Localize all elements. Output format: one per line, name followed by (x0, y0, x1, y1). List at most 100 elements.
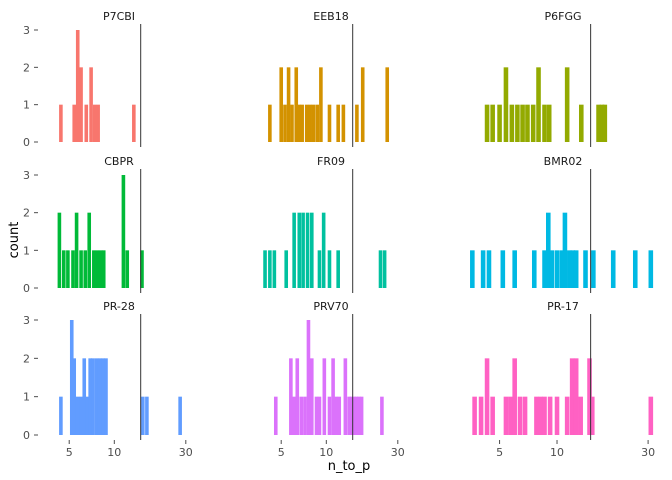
y-tick-label: 0 (23, 282, 30, 295)
histogram-bar (341, 104, 346, 142)
histogram-bar (484, 358, 490, 435)
histogram-bar (290, 104, 294, 142)
histogram-bar (569, 358, 575, 435)
histogram-bar (648, 396, 654, 435)
histogram-bar (382, 250, 387, 288)
y-tick-label: 1 (23, 99, 30, 112)
histogram-bar (554, 250, 560, 288)
facet-prv70: PRV70 5 10 30 (273, 300, 405, 459)
facet-pr-28: PR-28 0 1 2 3 5 10 30 (23, 300, 193, 459)
histogram-bar (546, 212, 551, 288)
histogram-bar (480, 250, 486, 288)
histogram-bar (79, 396, 83, 435)
y-tick-label: 3 (23, 314, 30, 327)
histogram-bar (327, 396, 332, 435)
histogram-bar (546, 104, 552, 142)
histogram-bar (311, 104, 316, 142)
histogram-bar (564, 67, 570, 142)
histogram-bar (380, 396, 384, 435)
y-tick-label: 0 (23, 136, 30, 149)
histogram-bar (59, 104, 63, 142)
histogram-bar (272, 250, 277, 288)
histogram-bar (292, 212, 296, 288)
histogram-bar (336, 104, 340, 142)
histogram-bar (478, 396, 484, 435)
histogram-bar (297, 104, 302, 142)
histogram-bar (509, 104, 515, 142)
histogram-bar (72, 358, 77, 435)
facet-eeb18: EEB18 (268, 10, 390, 147)
histogram-bar (96, 104, 100, 142)
histogram-bar (304, 104, 309, 142)
histogram-bar (125, 250, 130, 288)
histogram-bar (273, 396, 278, 435)
histogram-bar (583, 250, 588, 288)
histogram-bar (542, 250, 547, 288)
x-tick-label: 5 (278, 446, 285, 459)
histogram-bar (322, 358, 327, 435)
histogram-bar (95, 250, 100, 288)
histogram-bar (309, 358, 314, 435)
histogram-bar (596, 104, 601, 142)
histogram-bar (336, 250, 340, 288)
histogram-bar (66, 250, 70, 288)
histogram-bar (517, 396, 523, 435)
histogram-bar (297, 212, 302, 288)
histogram-bar (352, 396, 356, 435)
histogram-bar (385, 67, 390, 142)
histogram-bar (75, 396, 80, 435)
histogram-bar (378, 250, 383, 288)
histogram-bar (289, 358, 293, 435)
histogram-bar (327, 250, 332, 288)
histogram-bar (549, 250, 555, 288)
histogram-bar (132, 104, 136, 142)
y-tick-label: 1 (23, 391, 30, 404)
histogram-bar (317, 250, 322, 288)
histogram-bar (101, 250, 106, 288)
histogram-bar (305, 212, 310, 288)
histogram-bar (573, 358, 579, 435)
histogram-bar (587, 358, 592, 435)
histogram-bar (88, 358, 92, 435)
histogram-bar (357, 396, 361, 435)
histogram-bar (542, 104, 547, 142)
histogram-bar (343, 358, 348, 435)
facet-cbpr: CBPR 0 1 2 3 (23, 155, 144, 295)
histogram-bar (301, 212, 305, 288)
histogram-bar (554, 396, 560, 435)
histogram-bar (578, 396, 583, 435)
histogram-bar (542, 396, 547, 435)
facet-strip-label: CBPR (104, 155, 134, 168)
x-tick-label: 30 (391, 446, 405, 459)
histogram-bar (283, 104, 287, 142)
histogram-bar (104, 358, 108, 435)
histogram-bar (121, 175, 126, 288)
y-tick-label: 2 (23, 352, 30, 365)
histogram-bar (84, 104, 89, 142)
histogram-bar (530, 104, 536, 142)
histogram-bar (355, 104, 359, 142)
histogram-bar (573, 250, 579, 288)
histogram-bar (578, 104, 584, 142)
facet-strip-label: PR-17 (547, 300, 579, 313)
histogram-bar (101, 358, 105, 435)
histogram-bar (500, 250, 506, 288)
histogram-bar (470, 250, 475, 288)
histogram-bar (567, 250, 572, 288)
histogram-bar (79, 250, 83, 288)
y-tick-label: 0 (23, 429, 30, 442)
histogram-bar (57, 212, 62, 288)
histogram-bar (295, 358, 300, 435)
histogram-bar (331, 358, 335, 435)
histogram-bar (522, 396, 528, 435)
histogram-bar (59, 396, 63, 435)
histogram-bar (321, 212, 326, 288)
histogram-bar (75, 30, 80, 142)
histogram-bar (632, 250, 638, 288)
facet-fr09: FR09 (263, 155, 387, 293)
histogram-bar (140, 250, 144, 288)
y-tick-label: 1 (23, 244, 30, 257)
histogram-bar (145, 396, 149, 435)
facet-pr-17: PR-17 5 10 30 (472, 300, 655, 459)
